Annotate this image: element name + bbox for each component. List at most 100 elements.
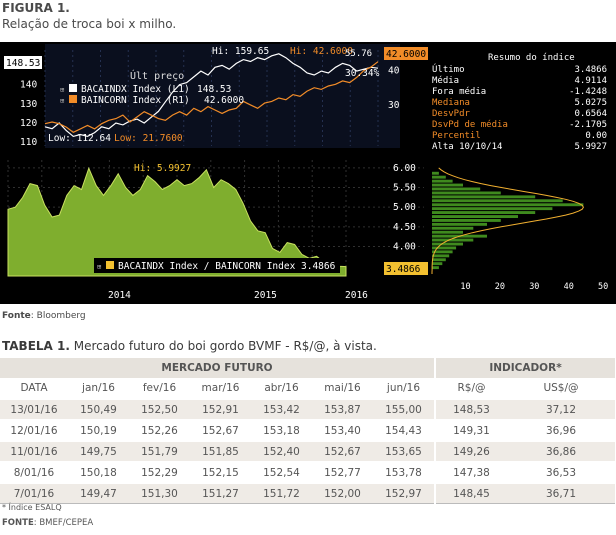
column-header: US$/@ — [507, 378, 615, 399]
right-tag-orange — [384, 47, 428, 60]
right-tag-orange-value: 42.6000 — [386, 49, 426, 60]
table-cell: 153,65 — [373, 440, 435, 462]
table-cell: 147,38 — [434, 461, 507, 483]
table-cell: 11/01/16 — [0, 440, 68, 462]
histogram-bg — [430, 152, 614, 277]
left-tick-label: 130 — [20, 99, 37, 110]
ratio-tick-label: 6.00 — [393, 163, 416, 174]
table-source-label: FONTE — [2, 518, 34, 528]
histogram-bar — [432, 195, 536, 199]
ratio-tick-label: 5.50 — [393, 183, 416, 194]
histogram-curve — [431, 167, 584, 274]
histogram-tick-label: 20 — [495, 282, 505, 292]
last-price-label: Últ preço — [130, 69, 184, 82]
stats-value: 0.00 — [585, 131, 607, 141]
column-header: R$/@ — [434, 378, 507, 399]
table-cell: 151,30 — [129, 482, 190, 504]
table-cell: 153,42 — [251, 398, 312, 420]
table-cell: 153,87 — [312, 398, 373, 420]
table-row: 12/01/16 150,19 152,26 152,67 153,18 153,40 15… — [0, 419, 615, 441]
group-futuro: MERCADO FUTURO — [0, 358, 435, 378]
column-header: abr/16 — [251, 378, 312, 399]
legend-orange-swatch — [69, 95, 77, 103]
table-cell: 153,18 — [251, 419, 312, 441]
year-tick-label: 2016 — [345, 290, 368, 301]
table-cell: 152,91 — [190, 398, 251, 420]
stats-value: -1.4248 — [569, 87, 607, 97]
legend-white-swatch — [69, 84, 77, 92]
table-cell: 8/01/16 — [0, 461, 68, 483]
figure-source: Fonte: Bloomberg — [2, 311, 86, 321]
figure-source-label: Fonte — [2, 311, 31, 321]
stats-label: Média — [432, 75, 459, 86]
ratio-tick-label: 4.50 — [393, 222, 416, 233]
table-cell: 149,75 — [68, 440, 129, 462]
lower-legend-swatch — [106, 261, 114, 269]
stats-panel: Resumo do índice Último 3.4866 Média 4.9114 F… — [432, 53, 607, 152]
table-cell: 148,53 — [434, 398, 507, 420]
table-row: 11/01/16 149,75 151,79 151,85 152,40 152,67 15… — [0, 440, 615, 462]
stats-value: 5.0275 — [574, 98, 607, 108]
table-cell: 36,96 — [507, 419, 615, 441]
futures-table: MERCADO FUTURO INDICADOR* DATA jan/16 fev/… — [0, 358, 615, 504]
histogram-bar — [432, 187, 481, 191]
axis-labels: 15014013012011040306.005.505.004.504.002… — [20, 60, 416, 301]
histogram-bar — [432, 222, 487, 226]
histogram-bar — [432, 199, 563, 203]
table-cell: 152,77 — [312, 461, 373, 483]
lower-legend-box-icon: ⊞ — [97, 263, 102, 271]
histogram-bar — [432, 175, 446, 179]
histogram-bar — [432, 191, 501, 195]
right-tick-label: 40 — [388, 66, 400, 77]
histogram-bar — [432, 171, 439, 175]
right-tick-label: 30 — [388, 100, 400, 111]
histogram-bar — [432, 207, 553, 211]
upper-panel-bg — [45, 44, 400, 148]
histogram-bar — [432, 215, 518, 218]
histogram-tick-label: 50 — [598, 282, 608, 292]
table-cell: 149,47 — [68, 482, 129, 504]
column-header: jun/16 — [373, 378, 435, 399]
table-cell: 152,29 — [129, 461, 190, 483]
legend-box-icon: ⊞ — [60, 86, 65, 94]
legend-box-icon-2: ⊞ — [60, 97, 65, 105]
table-cell: 151,72 — [251, 482, 312, 504]
histogram-bar — [432, 203, 584, 207]
stats-value: 0.6564 — [574, 109, 607, 119]
histogram-bar — [432, 230, 463, 234]
year-tick-label: 2015 — [254, 290, 277, 301]
legend-white-last: 148.53 — [197, 84, 231, 95]
ratio-tick-label: 5.00 — [393, 202, 416, 213]
table-cell: 151,27 — [190, 482, 251, 504]
histogram-bar — [432, 219, 501, 222]
table-source: FONTE: BMEF/CEPEA — [2, 518, 93, 528]
bloomberg-chart: 10 20 30 40 50 Resumo do índice Último 3.4866 M… — [0, 42, 616, 304]
histogram-tick-label: 30 — [529, 282, 539, 292]
footnote: * Índice ESALQ — [2, 503, 62, 512]
figure-source-text: : Bloomberg — [30, 311, 86, 321]
histogram-bar — [432, 238, 474, 242]
top-right-value: 55.76 — [345, 49, 372, 59]
figure-subtitle: Relação de troca boi x milho. — [2, 17, 177, 31]
lower-legend-last: 3.4866 — [301, 261, 336, 272]
table-cell: 149,26 — [434, 440, 507, 462]
histogram-bar — [432, 250, 453, 254]
table-cell: 13/01/16 — [0, 398, 68, 420]
table-cell: 150,18 — [68, 461, 129, 483]
lower-legend-bg — [94, 258, 340, 273]
histogram-bar — [432, 246, 457, 250]
figure-label: FIGURA 1. — [2, 1, 70, 15]
header-row: DATA jan/16 fev/16 mar/16 abr/16 mai/16 jun/16… — [0, 378, 615, 399]
stats-label: DsvPd de média — [432, 119, 508, 130]
left-tag-white-value: 148.53 — [6, 58, 40, 69]
legend-orange-name: BAINCORN Index (R1) — [81, 95, 190, 106]
column-header: mai/16 — [312, 378, 373, 399]
hi-white-annotation: Hi: 159.65 — [212, 46, 269, 57]
histogram-bar — [432, 242, 463, 246]
table-cell: 150,49 — [68, 398, 129, 420]
histogram-bar — [432, 254, 450, 258]
table-source-text: : BMEF/CEPEA — [33, 518, 94, 528]
stats-label: Alta 10/10/14 — [432, 142, 502, 152]
histogram-bar — [432, 211, 536, 214]
chart-svg: 10 20 30 40 50 Resumo do índice Último 3.4866 M… — [4, 44, 614, 301]
